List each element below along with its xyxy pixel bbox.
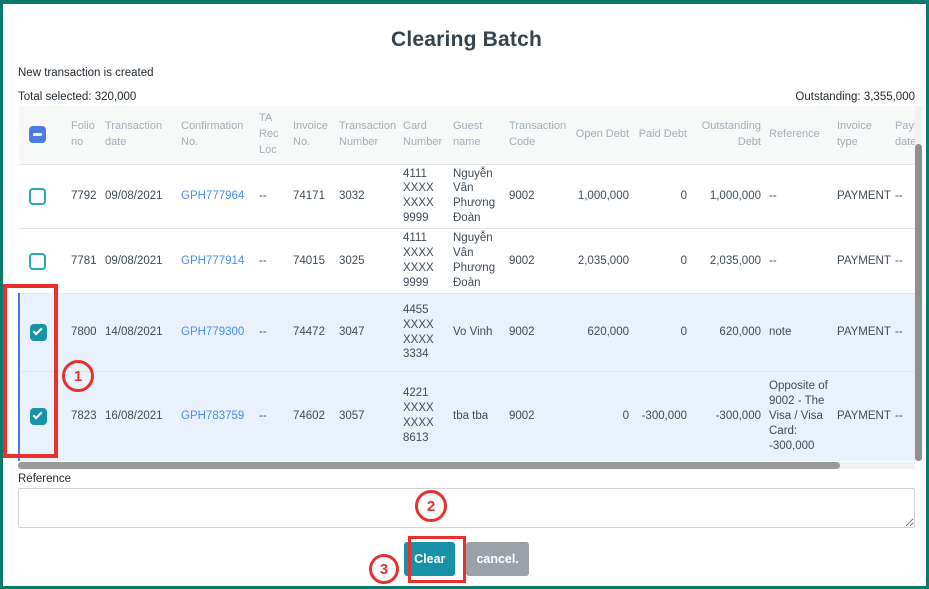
cell-folio-no: 7823 [71, 371, 105, 461]
cell-folio-no: 7781 [71, 228, 105, 294]
vertical-scrollbar[interactable] [915, 106, 922, 461]
row-checkbox[interactable] [30, 324, 47, 341]
cell-paid-debt: -300,000 [637, 371, 695, 461]
column-header-folio-no: Folio no [71, 119, 95, 148]
cell-reference: note [769, 293, 837, 372]
cell-folio-no: 7800 [71, 293, 105, 372]
cell-invoice-no: 74472 [293, 293, 339, 372]
outstanding-label: Outstanding: 3,355,000 [795, 91, 915, 103]
column-header-reference: Reference [769, 127, 820, 140]
column-header-ta-rec-loc: TA Rec Loc [259, 111, 279, 156]
cell-transaction-number: 3047 [339, 293, 403, 372]
column-header-transaction-date: Transaction date [105, 119, 163, 148]
column-header-confirmation-no: Confirmation No. [181, 119, 244, 148]
cell-transaction-number: 3032 [339, 163, 403, 229]
cell-transaction-code: 9002 [509, 371, 565, 461]
cell-card-number: 4455 XXXX XXXX 3334 [403, 293, 453, 372]
cell-guest-name: tba tba [453, 371, 509, 461]
cell-guest-name: Nguyễn Vân Phương Đoàn [453, 163, 509, 229]
cell-open-debt: 0 [565, 371, 637, 461]
table-header-row: Folio no Transaction date Confirmation N… [19, 106, 922, 164]
table-row[interactable]: 7792 09/08/2021 GPH777964 -- 74171 3032 … [19, 163, 922, 229]
transactions-table-container: Folio no Transaction date Confirmation N… [18, 106, 922, 461]
cell-open-debt: 1,000,000 [565, 163, 637, 229]
cell-transaction-code: 9002 [509, 293, 565, 372]
column-header-paid-debt: Paid Debt [638, 127, 687, 140]
cell-invoice-no: 74171 [293, 163, 339, 229]
column-header-transaction-code: Transaction Code [509, 119, 567, 148]
page-title: Clearing Batch [391, 28, 542, 51]
vertical-scrollbar-thumb[interactable] [915, 144, 922, 461]
cell-outstanding-debt: -300,000 [695, 371, 769, 461]
cell-open-debt: 2,035,000 [565, 228, 637, 294]
horizontal-scrollbar-thumb[interactable] [18, 461, 840, 469]
cell-open-debt: 620,000 [565, 293, 637, 372]
clear-button[interactable]: Clear [404, 541, 456, 576]
cell-card-number: 4111 XXXX XXXX 9999 [403, 228, 453, 294]
column-header-transaction-number: Transaction Number [339, 119, 397, 148]
cell-card-number: 4221 XXXX XXXX 8613 [403, 371, 453, 461]
cell-outstanding-debt: 620,000 [695, 293, 769, 372]
column-header-guest-name: Guest name [453, 119, 483, 148]
cell-ta-rec-loc: -- [259, 163, 293, 229]
cell-guest-name: Nguyễn Vân Phương Đoàn [453, 228, 509, 294]
cell-ta-rec-loc: -- [259, 293, 293, 372]
cell-card-number: 4111 XXXX XXXX 9999 [403, 163, 453, 229]
row-checkbox[interactable] [30, 407, 47, 425]
cell-outstanding-debt: 1,000,000 [695, 163, 769, 229]
reference-textarea[interactable] [18, 487, 915, 528]
cell-invoice-type: PAYMENT [837, 228, 895, 294]
column-header-invoice-type: Invoice type [837, 119, 872, 148]
cell-invoice-type: PAYMENT [837, 293, 895, 372]
cell-invoice-no: 74602 [293, 371, 339, 461]
confirmation-link[interactable]: GPH779300 [181, 326, 245, 339]
cell-paid-debt: 0 [637, 293, 695, 372]
column-header-card-number: Card Number [403, 119, 443, 148]
cell-invoice-no: 74015 [293, 228, 339, 294]
cell-transaction-code: 9002 [509, 228, 565, 294]
select-all-checkbox[interactable] [29, 126, 46, 144]
checkmark-icon [32, 325, 43, 336]
row-checkbox[interactable] [29, 187, 46, 205]
checkmark-icon [32, 409, 43, 420]
cell-folio-no: 7792 [71, 163, 105, 229]
confirmation-link[interactable]: GPH783759 [181, 409, 245, 422]
total-selected-label: Total selected: 320,000 [18, 91, 137, 103]
cell-transaction-date: 16/08/2021 [105, 371, 181, 461]
indeterminate-dash-icon [33, 133, 42, 137]
cell-outstanding-debt: 2,035,000 [695, 228, 769, 294]
cell-paid-debt: 0 [637, 228, 695, 294]
cell-transaction-number: 3025 [339, 228, 403, 294]
cell-paid-debt: 0 [637, 163, 695, 229]
table-row[interactable]: 7800 14/08/2021 GPH779300 -- 74472 3047 … [18, 293, 922, 372]
cell-invoice-type: PAYMENT [837, 371, 895, 461]
cell-ta-rec-loc: -- [259, 371, 293, 461]
transactions-table: Folio no Transaction date Confirmation N… [18, 106, 922, 461]
cell-reference: -- [769, 163, 837, 229]
confirmation-link[interactable]: GPH777964 [181, 189, 245, 202]
column-header-invoice-no: Invoice No. [293, 119, 328, 148]
horizontal-scrollbar[interactable] [18, 461, 915, 469]
cell-transaction-date: 09/08/2021 [105, 163, 181, 229]
status-message: New transaction is created [18, 67, 154, 79]
cell-ta-rec-loc: -- [259, 228, 293, 294]
cell-transaction-code: 9002 [509, 163, 565, 229]
reference-label: Reference [18, 472, 72, 485]
table-row[interactable]: 7781 09/08/2021 GPH777914 -- 74015 3025 … [19, 228, 922, 294]
cell-reference: Opposite of 9002 - The Visa / Visa Card:… [769, 371, 837, 461]
cell-invoice-type: PAYMENT [837, 163, 895, 229]
cell-transaction-date: 09/08/2021 [105, 228, 181, 294]
cell-transaction-number: 3057 [339, 371, 403, 461]
column-header-open-debt: Open Debt [575, 127, 629, 140]
table-row[interactable]: 7823 16/08/2021 GPH783759 -- 74602 3057 … [18, 371, 922, 461]
row-checkbox[interactable] [29, 252, 46, 270]
column-header-outstanding-debt: Outstanding Debt [701, 119, 761, 148]
cancel-button[interactable]: cancel. [466, 541, 529, 576]
cell-reference: -- [769, 228, 837, 294]
cell-guest-name: Vo Vinh [453, 293, 509, 372]
cell-transaction-date: 14/08/2021 [105, 293, 181, 372]
confirmation-link[interactable]: GPH777914 [181, 254, 245, 267]
